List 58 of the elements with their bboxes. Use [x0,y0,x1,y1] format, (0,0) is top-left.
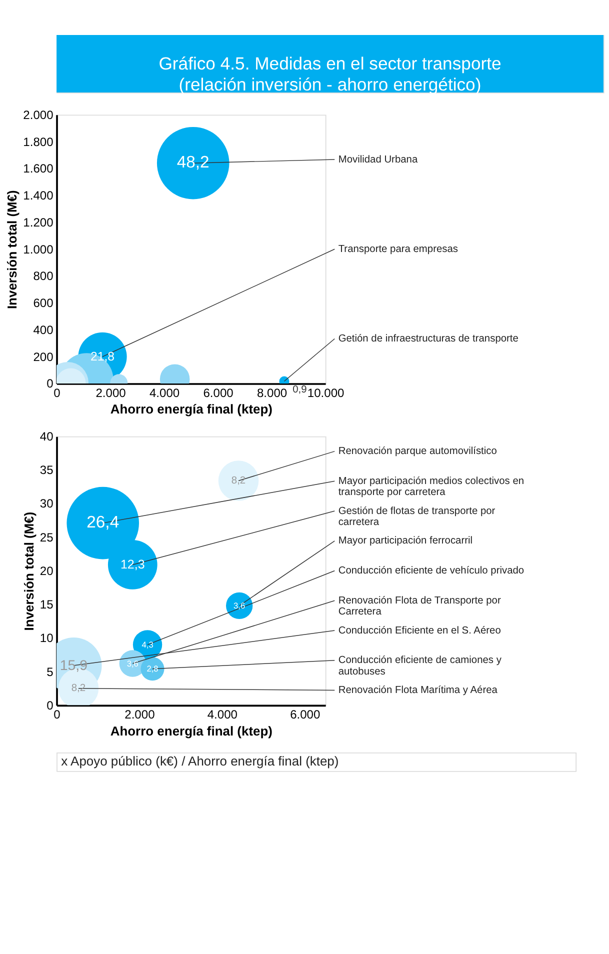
annotation: 2,8 [146,664,159,674]
y-tick-label: 1.600 [23,162,54,176]
annotation: 8,2 [231,476,246,487]
x-tick-label: 2.000 [124,708,156,722]
annotation: 48,2 [176,152,210,172]
annotation: Mayor participación medios colectivos en transporte por carretera [338,476,524,498]
y-tick-label: 200 [33,350,54,364]
annotation: Renovación Flota Marítima y Aérea [338,685,498,696]
y-tick-label: 10 [40,631,54,646]
y-tick-label: 5 [46,664,54,679]
y-tick-label: 0 [46,376,54,391]
y-axis-title: Inversión total (M€) [21,512,36,631]
y-tick-label: 2.000 [23,108,54,122]
annotation: Mayor participación ferrocarril [338,536,473,547]
x-tick-label: 2.000 [96,386,126,400]
text: x Apoyo público (k€) / Ahorro energía final (ktep) [61,753,339,768]
x-tick-label: 8.000 [256,386,288,400]
annotation: 8,2 [71,683,86,694]
annotation: Gestión de flotas de transporte por carretera [338,506,496,528]
x-tick-label: 4.000 [149,386,180,400]
y-tick-label: 1.400 [23,188,54,203]
annotation: Getión de infraestructuras de transporte [338,334,519,345]
annotation: 12,3 [120,557,145,572]
annotation: 15,9 [60,658,88,674]
y-tick-label: 400 [33,322,54,337]
annotation: 26,4 [86,512,120,532]
annotation: 4,3 [142,639,154,650]
annotation: Transporte para empresas [338,244,458,255]
y-tick-label: 600 [33,296,54,310]
y-tick-label: 0 [46,698,54,712]
y-tick-label: 1.800 [23,134,54,149]
y-tick-label: 800 [33,269,54,284]
y-tick-label: 15 [40,598,54,612]
annotation: 3,6 [234,600,246,611]
annotation: 0,9 [292,384,308,396]
x-axis-title: Ahorro energía final (ktep) [110,402,272,417]
y-tick-label: 20 [40,564,54,578]
annotation: Movilidad Urbana [338,154,418,166]
y-tick-label: 1.200 [23,215,54,230]
x-tick-label: 6.000 [290,708,321,722]
x-tick-label: 6.000 [203,386,234,400]
annotation: Conducción Eficiente en el S. Aéreo [338,625,502,636]
annotation: Renovación parque automovilístico [338,446,498,458]
chart-title: Gráfico 4.5. Medidas en el sector transporte (relación inversión - ahorro energético) [158,53,502,95]
x-tick-label: 4.000 [207,708,238,722]
y-tick-label: 30 [40,496,54,511]
annotation: Conducción eficiente de camiones y autobuses [338,655,502,678]
annotation: 21,8 [90,349,115,364]
y-tick-label: 35 [40,463,54,478]
x-axis-title: Ahorro energía final (ktep) [110,723,272,738]
annotation: Renovación Flota de Transporte por Carretera [338,595,502,618]
x-tick-label: 10.000 [307,386,345,400]
y-tick-label: 1.000 [23,242,54,256]
y-tick-label: 25 [40,530,54,544]
y-tick-label: 40 [40,430,54,444]
annotation: 3,6 [126,658,139,668]
y-axis-title: Inversión total (M€) [4,190,20,310]
annotation: Conducción eficiente de vehículo privado [338,566,524,577]
